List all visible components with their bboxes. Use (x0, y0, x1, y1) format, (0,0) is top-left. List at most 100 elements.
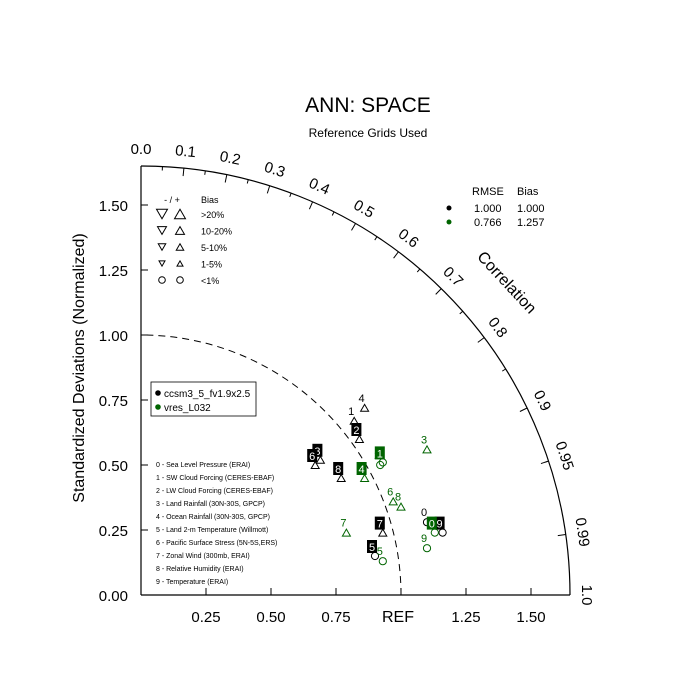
stats-legend-dot (446, 205, 452, 211)
correlation-arc (140, 165, 571, 596)
bias-legend-up-marker (174, 225, 186, 235)
data-point-label: 5 (369, 542, 375, 554)
axis-ticks: 0.000.250.500.751.001.251.500.25 0.50 0.75… (99, 141, 595, 626)
stats-legend-bias: 1.257 (517, 217, 545, 229)
corr-minor-tick (459, 310, 464, 315)
corr-tick-label: 0.5 (350, 197, 377, 222)
series-legend-dot (155, 404, 161, 410)
corr-tick (393, 251, 399, 259)
data-point-marker (378, 557, 387, 566)
y-tick-label: 1.50 (99, 198, 128, 215)
bias-legend-down-marker (157, 243, 167, 252)
data-point-marker (359, 473, 370, 482)
series-legend-label: vres_L032 (164, 403, 211, 414)
stats-legend-bias-header: Bias (517, 186, 539, 198)
corr-minor-tick (204, 170, 206, 175)
x-tick-label: 0.75 (321, 609, 350, 626)
data-point-marker (376, 460, 385, 470)
chart-title: ANN: SPACE (305, 94, 431, 117)
ref-label: REF (382, 609, 414, 626)
data-point-marker (359, 403, 370, 412)
bias-legend-down-marker (155, 208, 169, 220)
data-point-label-box (312, 443, 323, 457)
variable-list-item: 7 - Zonal Wind (300mb, ERAI) (156, 553, 250, 560)
variable-list-item: 0 - Sea Level Pressure (ERAI) (156, 462, 250, 469)
x-tick-label: 0.25 (191, 609, 220, 626)
data-point-label: 8 (335, 464, 341, 476)
corr-tick-label: 1.0 (578, 585, 595, 606)
chart-subtitle: Reference Grids Used (309, 126, 428, 140)
stats-legend-rmse-header: RMSE (472, 186, 504, 198)
data-point-marker (310, 460, 321, 469)
data-point-label: 0 (429, 519, 435, 531)
data-point-marker (422, 444, 432, 454)
bias-legend-bias-header: Bias (201, 195, 219, 205)
bias-legend-label: <1% (201, 276, 219, 286)
bias-legend-circle-marker (176, 276, 184, 284)
data-point-label-box (434, 516, 445, 530)
data-point-label-box (374, 446, 385, 460)
stats-legend-bias: 1.000 (517, 203, 545, 215)
variable-list-item: 9 - Temperature (ERAI) (156, 579, 228, 586)
corr-tick-label: 0.4 (306, 175, 332, 199)
data-point-label: 1 (377, 448, 383, 460)
data-point-marker (354, 434, 365, 443)
x-tick-label: 1.50 (516, 609, 545, 626)
data-point-label: 5 (377, 546, 383, 558)
data-point-marker (377, 528, 388, 537)
data-point-label: 3 (314, 446, 320, 458)
data-point-marker (388, 496, 399, 506)
data-point-marker (336, 473, 347, 482)
data-point-label: 6 (387, 486, 393, 498)
y-tick-label: 0.75 (99, 393, 128, 410)
variable-list-item: 1 - SW Cloud Forcing (CERES-EBAF) (156, 475, 274, 482)
series-legend-label: ccsm3_5_fv1.9x2.5 (164, 389, 251, 400)
corr-minor-tick (289, 192, 292, 198)
data-point-label-box (367, 540, 377, 553)
y-tick-label: 0.50 (99, 458, 128, 475)
corr-tick-label: 0.3 (262, 159, 287, 181)
corr-tick (519, 407, 528, 412)
bias-legend-up-marker (173, 208, 187, 220)
corr-tick (308, 201, 314, 210)
data-point-label-box (351, 423, 362, 436)
data-point-label: 2 (374, 450, 380, 462)
corr-minor-tick (331, 211, 335, 216)
data-point-label-box (333, 462, 344, 475)
series-legend-dot (155, 390, 161, 396)
corr-tick (224, 174, 228, 183)
stats-legend-dot (446, 219, 452, 225)
corr-minor-tick (246, 179, 249, 184)
bias-legend-circle-marker (158, 276, 166, 284)
data-point-label: 3 (421, 434, 427, 446)
corr-tick-label: 0.9 (530, 388, 554, 414)
bias-legend-up-marker (176, 259, 184, 267)
corr-minor-tick (501, 368, 506, 372)
corr-minor-tick (374, 236, 378, 241)
corr-tick (435, 288, 442, 295)
corr-tick (266, 185, 271, 194)
variable-list-item: 8 - Relative Humidity (ERAI) (156, 566, 244, 573)
legends: - / + Bias >20% 10-20% 5-10% 1-5% <1% RMSE Bias 1… (150, 186, 545, 586)
data-point-label-box (307, 449, 318, 462)
variable-list-item: 5 - Land 2-m Temperature (Willmott) (156, 527, 268, 534)
plot-frame (140, 165, 571, 596)
x-tick-label: 0.50 (256, 609, 285, 626)
stats-legend-rmse: 1.000 (474, 203, 502, 215)
bias-legend-up-marker (175, 242, 185, 251)
correlation-axis-label: Correlation (473, 249, 539, 318)
corr-tick-label: 0.6 (395, 226, 422, 252)
data-point-marker (341, 528, 352, 537)
y-tick-label: 1.25 (99, 263, 128, 280)
data-point-marker (396, 502, 406, 511)
corr-tick-label: 0.8 (484, 314, 510, 341)
corr-tick-label: 0.7 (439, 263, 466, 290)
data-point-marker (422, 544, 432, 553)
corr-minor-tick (544, 460, 549, 463)
bias-legend-label: >20% (201, 210, 224, 220)
data-point-label-box (356, 462, 367, 475)
data-point-label: 0 (421, 507, 427, 519)
data-point-label: 1 (348, 406, 354, 418)
data-point-marker (315, 455, 326, 464)
corr-tick (351, 223, 356, 231)
